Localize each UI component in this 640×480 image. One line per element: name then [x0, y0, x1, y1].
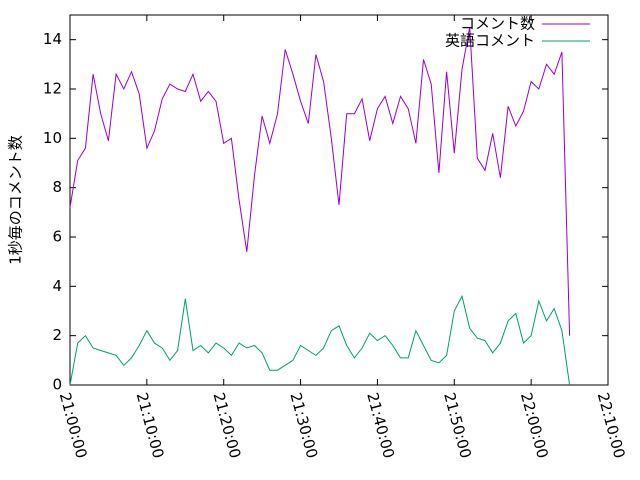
y-tick-label: 14: [43, 30, 62, 48]
legend-label: 英語コメント: [445, 32, 535, 50]
y-tick-label: 10: [43, 129, 62, 147]
y-tick-label: 6: [52, 228, 62, 246]
x-tick-label: 21:30:00: [286, 391, 321, 461]
y-tick-label: 0: [52, 376, 62, 394]
x-tick-label: 21:10:00: [133, 391, 168, 461]
legend-label: コメント数: [460, 15, 535, 33]
x-tick-label: 21:00:00: [56, 391, 91, 461]
y-tick-label: 12: [43, 80, 62, 98]
x-tick-label: 22:10:00: [594, 391, 629, 461]
x-tick-label: 21:50:00: [440, 391, 475, 461]
plot-border: [69, 14, 609, 386]
x-tick-label: 21:20:00: [210, 391, 245, 461]
y-axis-label: 1秒毎のコメント数: [7, 135, 25, 265]
y-tick-label: 8: [52, 178, 62, 196]
x-tick-label: 22:00:00: [517, 391, 552, 461]
data-line: [69, 294, 571, 386]
data-line: [69, 27, 571, 336]
y-tick-label: 4: [52, 277, 62, 295]
y-tick-label: 2: [52, 326, 62, 344]
x-tick-label: 21:40:00: [363, 391, 398, 461]
